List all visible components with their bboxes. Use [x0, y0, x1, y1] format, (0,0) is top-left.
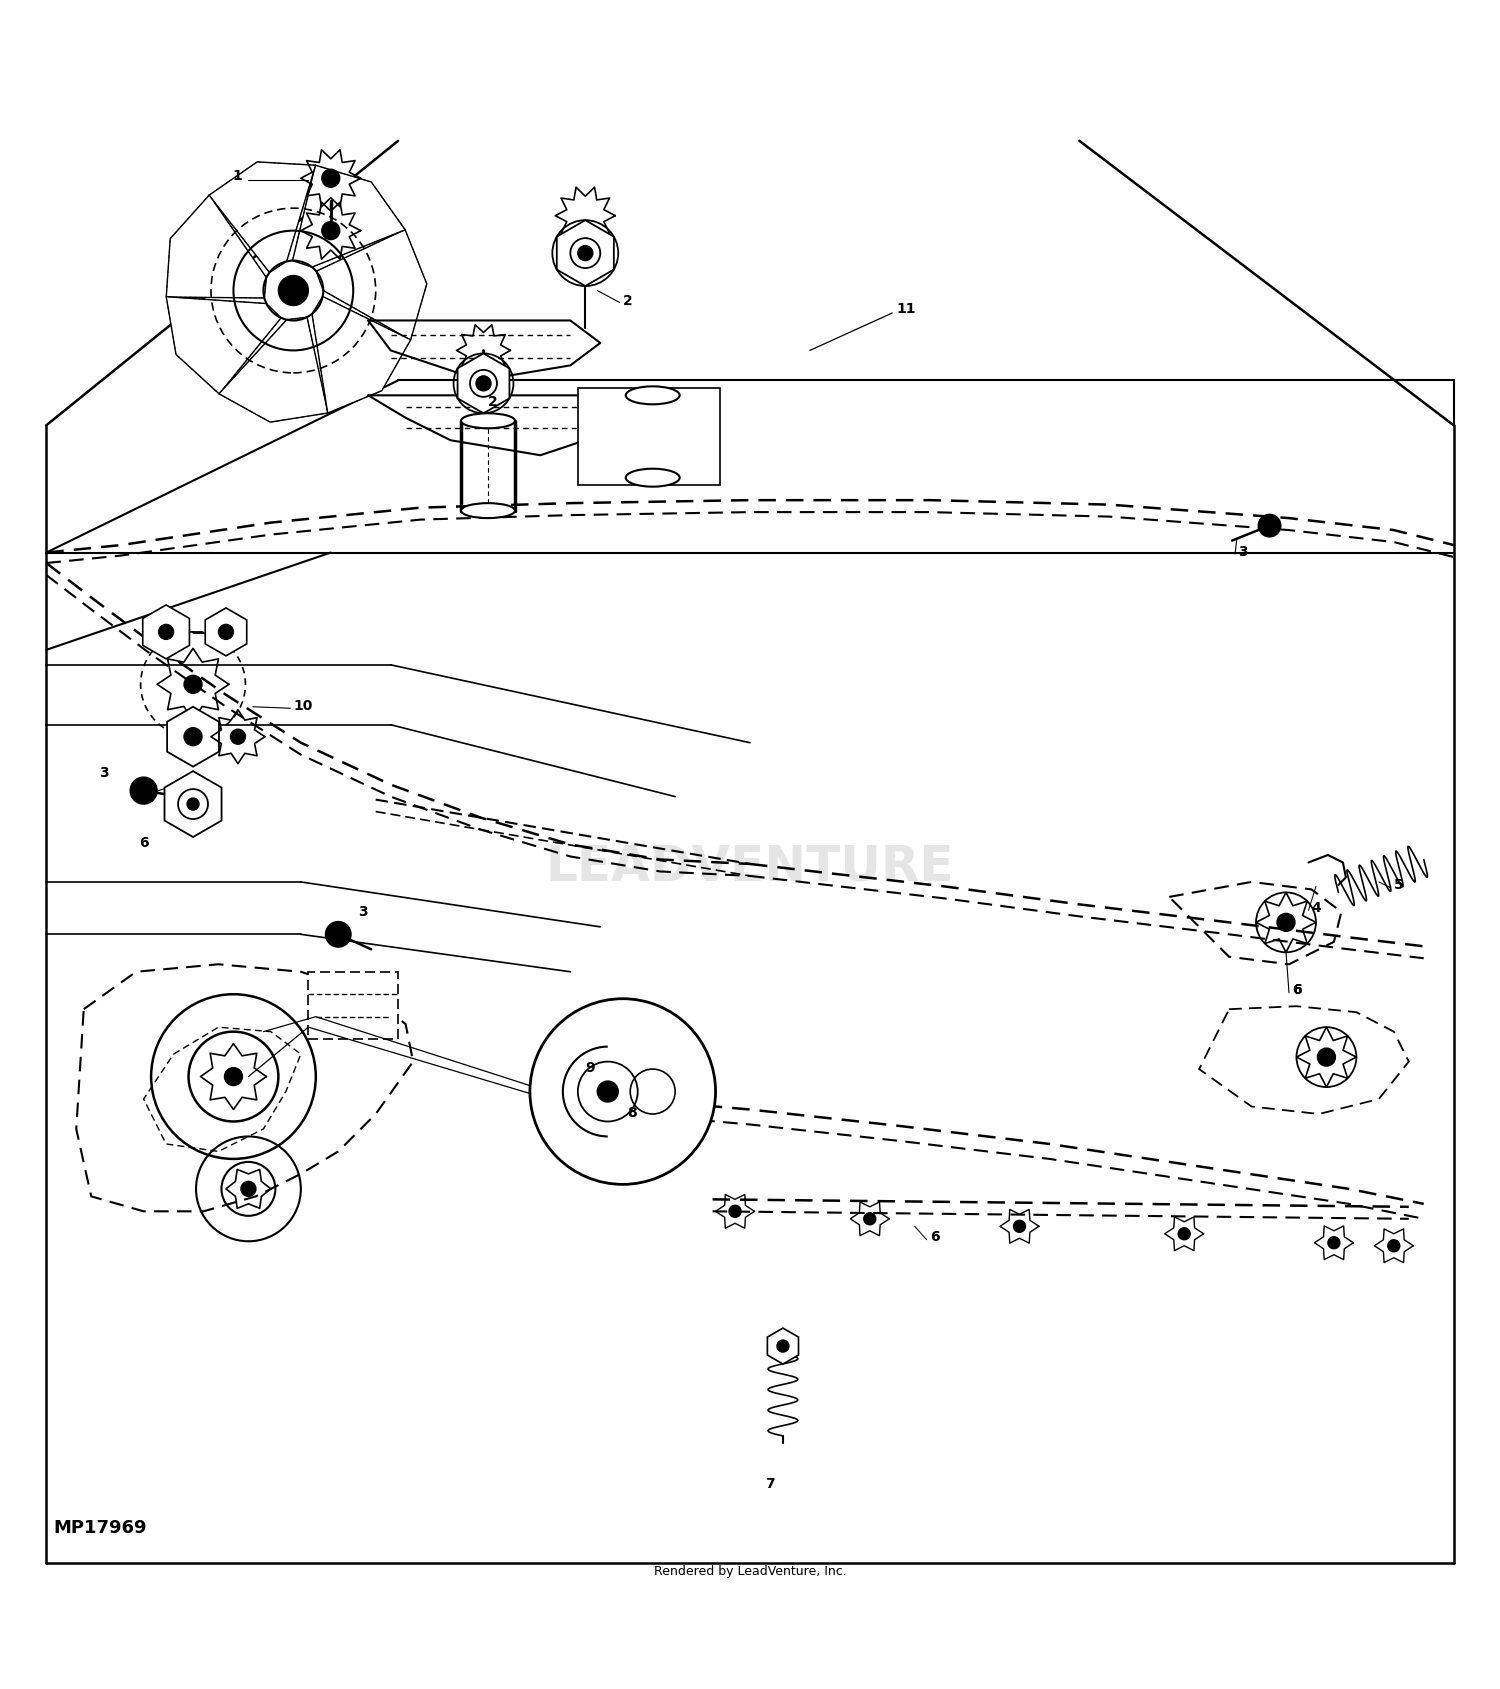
FancyBboxPatch shape	[578, 388, 720, 485]
Text: 3: 3	[99, 767, 108, 780]
Text: 9: 9	[585, 1061, 596, 1076]
Circle shape	[322, 221, 340, 240]
Text: 2: 2	[488, 395, 498, 409]
Text: 3: 3	[1238, 544, 1248, 559]
Circle shape	[729, 1206, 741, 1218]
Ellipse shape	[626, 387, 680, 404]
Circle shape	[219, 625, 234, 640]
Text: 6: 6	[930, 1230, 939, 1245]
Polygon shape	[209, 162, 315, 272]
Circle shape	[1317, 1049, 1335, 1066]
Circle shape	[1257, 513, 1281, 537]
Circle shape	[231, 730, 246, 745]
Polygon shape	[316, 230, 428, 339]
Polygon shape	[142, 605, 189, 659]
Ellipse shape	[460, 414, 514, 429]
FancyBboxPatch shape	[309, 971, 398, 1039]
Circle shape	[1328, 1236, 1340, 1248]
Text: 4: 4	[1311, 900, 1322, 915]
Circle shape	[1388, 1240, 1400, 1252]
Text: 3: 3	[357, 905, 368, 919]
Polygon shape	[166, 706, 219, 767]
Polygon shape	[219, 318, 328, 422]
Text: 6: 6	[1292, 983, 1302, 997]
Circle shape	[326, 921, 351, 948]
Circle shape	[530, 998, 716, 1184]
Circle shape	[184, 728, 202, 745]
Text: MP17969: MP17969	[54, 1518, 147, 1537]
Circle shape	[476, 377, 490, 390]
Circle shape	[1276, 914, 1294, 931]
Polygon shape	[292, 166, 405, 267]
Polygon shape	[768, 1328, 798, 1365]
Circle shape	[1178, 1228, 1190, 1240]
Polygon shape	[556, 220, 614, 285]
Text: 6: 6	[1292, 983, 1302, 997]
Circle shape	[159, 625, 174, 640]
Text: 11: 11	[897, 302, 916, 316]
Circle shape	[130, 777, 158, 804]
Circle shape	[225, 1067, 243, 1086]
Polygon shape	[312, 296, 411, 414]
Text: 7: 7	[765, 1478, 774, 1491]
Circle shape	[864, 1213, 876, 1225]
Circle shape	[184, 676, 202, 692]
Text: 5: 5	[1394, 878, 1404, 892]
Text: 8: 8	[627, 1106, 638, 1120]
Text: 1: 1	[232, 169, 242, 182]
Ellipse shape	[460, 503, 514, 519]
Circle shape	[279, 275, 309, 306]
Polygon shape	[206, 608, 246, 655]
Circle shape	[578, 245, 592, 260]
Circle shape	[777, 1339, 789, 1353]
Text: LEADVENTURE: LEADVENTURE	[546, 843, 954, 892]
Circle shape	[322, 169, 340, 187]
Polygon shape	[166, 297, 280, 394]
Text: Rendered by LeadVenture, Inc.: Rendered by LeadVenture, Inc.	[654, 1566, 846, 1578]
Circle shape	[242, 1181, 256, 1196]
Circle shape	[597, 1081, 618, 1101]
Text: 2: 2	[622, 294, 633, 309]
Polygon shape	[165, 772, 222, 838]
Circle shape	[188, 799, 200, 811]
Ellipse shape	[626, 468, 680, 486]
Circle shape	[1014, 1221, 1026, 1233]
Text: 6: 6	[140, 836, 148, 851]
Text: 10: 10	[294, 699, 312, 713]
Polygon shape	[166, 194, 267, 297]
Polygon shape	[458, 353, 510, 414]
